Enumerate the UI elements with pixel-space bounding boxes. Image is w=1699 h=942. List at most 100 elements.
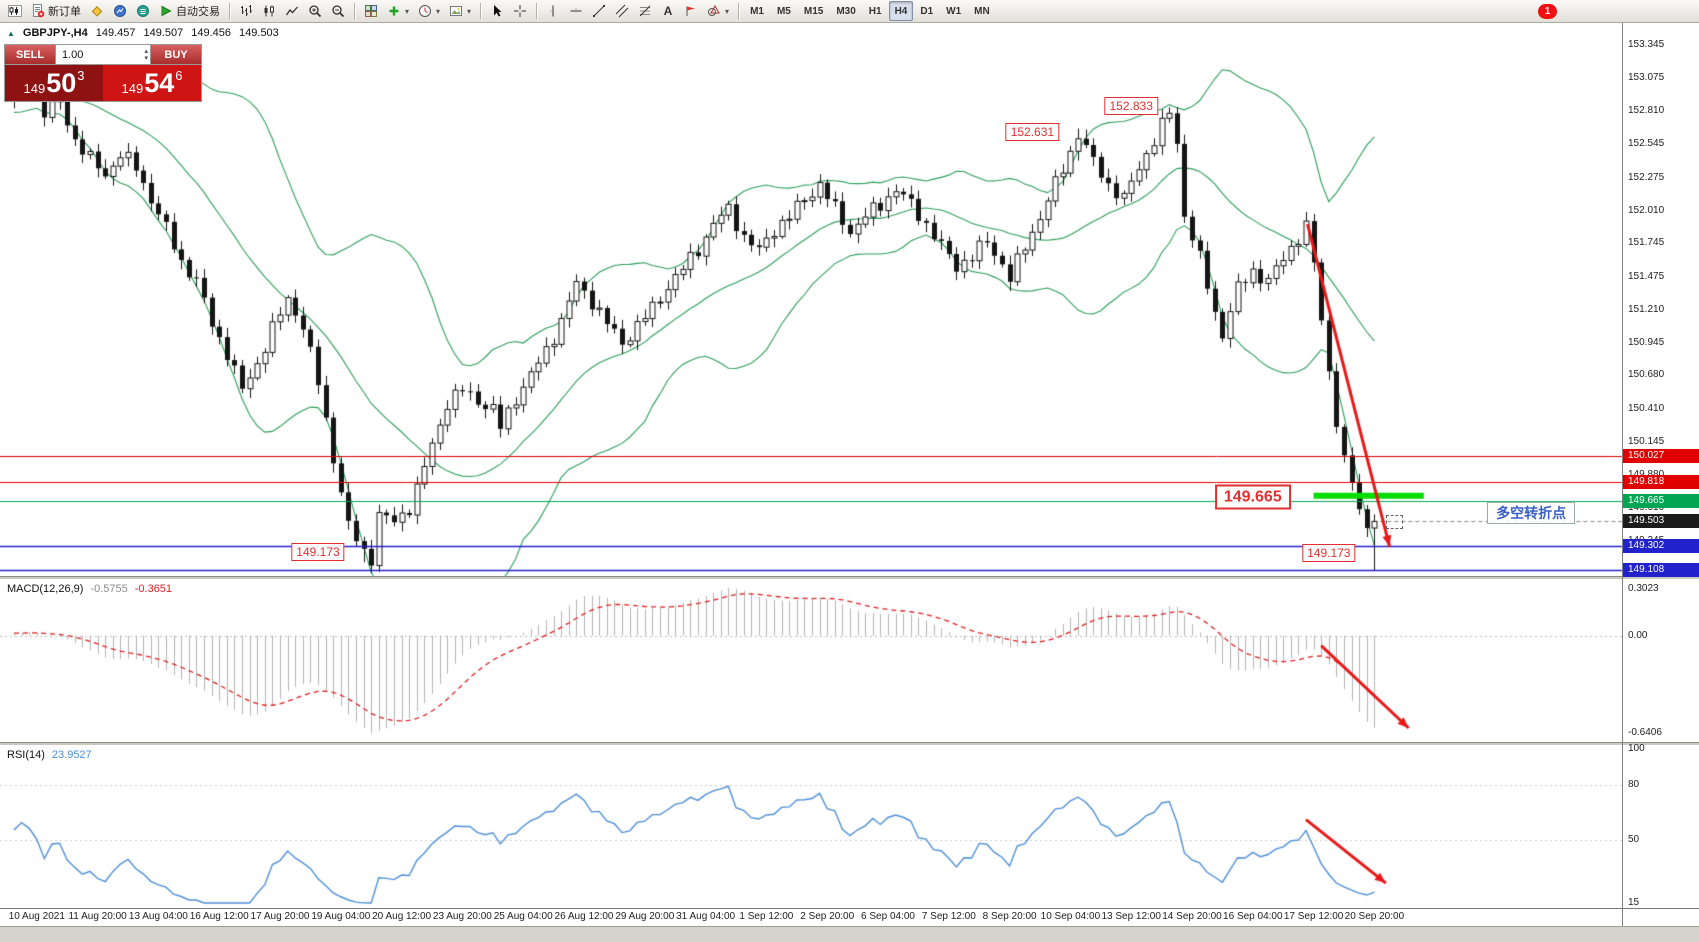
toolbar-tile-windows-button[interactable] (360, 0, 382, 22)
timeframe-m1-button[interactable]: M1 (750, 5, 764, 17)
time-tick-label: 26 Aug 12:00 (554, 911, 614, 922)
panel-divider-macd[interactable] (0, 576, 1699, 579)
price-tick-label: 150.945 (1628, 336, 1665, 348)
time-tick-label: 29 Aug 20:00 (615, 911, 675, 922)
rsi-value: 23.9527 (51, 749, 92, 761)
toolbar-zoom-in-button[interactable] (304, 0, 326, 22)
toolbar-separator (229, 3, 230, 19)
toolbar-equidistant-channel-button[interactable] (611, 0, 633, 22)
volume-decrease-button[interactable]: ▾ (144, 54, 148, 62)
toolbar-candlestick-chart-button[interactable] (258, 0, 280, 22)
rsi-scale-label: 80 (1628, 779, 1640, 791)
volume-increase-button[interactable]: ▴ (144, 47, 148, 55)
toolbar-new-chart-button[interactable] (4, 0, 26, 22)
price-tag: 149.108 (1623, 563, 1699, 578)
chart-symbol-info: ▲ GBPJPY-,H4 149.457 149.507 149.456 149… (7, 27, 279, 39)
toolbar-periods-button[interactable]: ▾ (414, 0, 444, 22)
sell-button[interactable]: SELL (5, 45, 55, 64)
price-tick-label: 153.075 (1628, 72, 1665, 84)
toolbar-cursor-button[interactable] (486, 0, 508, 22)
trendline-icon (592, 4, 606, 18)
time-tick-label: 17 Sep 12:00 (1283, 911, 1344, 922)
price-tick-label: 150.145 (1628, 435, 1665, 447)
templates-icon (449, 4, 463, 18)
timeframe-d1-button[interactable]: D1 (920, 5, 934, 17)
time-tick-label: 20 Sep 20:00 (1344, 911, 1405, 922)
price-callout-label[interactable]: 152.631 (1005, 123, 1060, 142)
time-tick-label: 25 Aug 04:00 (493, 911, 553, 922)
toolbar-new-order-button[interactable]: 新订单 (27, 0, 85, 22)
buy-price-button[interactable]: 149 54 6 (103, 65, 201, 101)
price-callout-label[interactable]: 152.833 (1104, 97, 1158, 116)
time-tick-label: 10 Sep 04:00 (1040, 911, 1101, 922)
timeframe-h4-button[interactable]: H4 (888, 1, 914, 21)
toolbar-data-window-button[interactable] (132, 0, 154, 22)
price-axis-border (1622, 23, 1623, 926)
toolbar-separator (354, 3, 355, 19)
toolbar: 新订单 自动交易 ▾ ▾ ▾ A ▾ M1 M5 M15 M30 H1 H4 D1 W1 MN 1 (0, 0, 1699, 23)
time-tick-label: 10 Aug 2021 (8, 911, 65, 922)
timeframe-h1-button[interactable]: H1 (868, 5, 882, 17)
svg-text:A: A (664, 4, 673, 18)
toolbar-text-button[interactable]: A (657, 0, 679, 22)
time-axis[interactable] (0, 908, 1699, 926)
fibonacci-icon (638, 4, 652, 18)
timeframe-m15-button[interactable]: M15 (803, 5, 824, 17)
price-tick-label: 151.745 (1628, 237, 1665, 249)
sell-price-button[interactable]: 149 50 3 (5, 65, 103, 101)
autotrade-icon (159, 4, 173, 18)
timeframe-m5-button[interactable]: M5 (776, 5, 791, 17)
time-tick-label: 31 Aug 04:00 (676, 911, 736, 922)
toolbar-indicators-button[interactable]: ▾ (383, 0, 413, 22)
toolbar-zoom-out-button[interactable] (327, 0, 349, 22)
notification-badge[interactable]: 1 (1538, 3, 1557, 19)
time-tick-label: 16 Sep 04:00 (1223, 911, 1283, 922)
volume-field[interactable]: 1.00 ▴ ▾ (55, 45, 151, 64)
toolbar-separator (738, 3, 740, 19)
panel-divider-rsi[interactable] (0, 742, 1699, 745)
toolbar-separator (480, 3, 482, 19)
toolbar-shapes-button[interactable]: ▾ (703, 0, 733, 22)
time-tick-label: 7 Sep 12:00 (921, 911, 976, 922)
toolbar-fibonacci-button[interactable] (634, 0, 656, 22)
price-callout-label[interactable]: 149.173 (291, 542, 345, 561)
toolbar-arrow-label-button[interactable] (680, 0, 702, 22)
toolbar-crosshair-button[interactable] (509, 0, 531, 22)
bar-chart-icon (239, 4, 253, 18)
tile-windows-icon (364, 4, 378, 18)
buy-price-base: 149 (121, 81, 144, 96)
vertical-line-icon (546, 4, 560, 18)
volume-value: 1.00 (62, 48, 84, 61)
toolbar-trendline-button[interactable] (588, 0, 610, 22)
time-tick-label: 1 Sep 12:00 (739, 911, 794, 922)
time-tick-label: 16 Aug 12:00 (189, 911, 249, 922)
periods-icon (418, 4, 432, 18)
note-label[interactable]: 多空转折点 (1487, 502, 1576, 525)
toolbar-templates-button[interactable]: ▾ (445, 0, 475, 22)
line-chart-icon (285, 4, 299, 18)
text-icon: A (661, 4, 675, 18)
dropdown-caret-icon: ▾ (405, 6, 410, 16)
price-callout-label[interactable]: 149.665 (1214, 484, 1291, 510)
rsi-name: RSI(14) (7, 749, 45, 761)
toolbar-metaeditor-button[interactable] (86, 0, 108, 22)
timeframe-mn-button[interactable]: MN (974, 5, 990, 17)
new-chart-icon (8, 4, 22, 18)
toolbar-market-watch-button[interactable] (109, 0, 131, 22)
toolbar-autotrade-button[interactable]: 自动交易 (155, 0, 224, 22)
rsi-scale-label: 100 (1628, 743, 1645, 754)
time-tick-label: 17 Aug 20:00 (250, 911, 310, 922)
price-callout-label[interactable]: 149.173 (1302, 543, 1356, 562)
zoom-in-icon (308, 4, 322, 18)
toolbar-vertical-line-button[interactable] (542, 0, 564, 22)
toolbar-horizontal-line-button[interactable] (565, 0, 587, 22)
time-tick-label: 19 Aug 04:00 (311, 911, 371, 922)
timeframe-w1-button[interactable]: W1 (946, 5, 962, 17)
time-tick-label: 2 Sep 20:00 (800, 911, 855, 922)
toolbar-bar-chart-button[interactable] (235, 0, 257, 22)
toolbar-line-chart-button[interactable] (281, 0, 303, 22)
buy-button[interactable]: BUY (151, 45, 201, 64)
timeframe-m30-button[interactable]: M30 (836, 5, 856, 17)
price-tick-label: 152.810 (1628, 105, 1665, 117)
